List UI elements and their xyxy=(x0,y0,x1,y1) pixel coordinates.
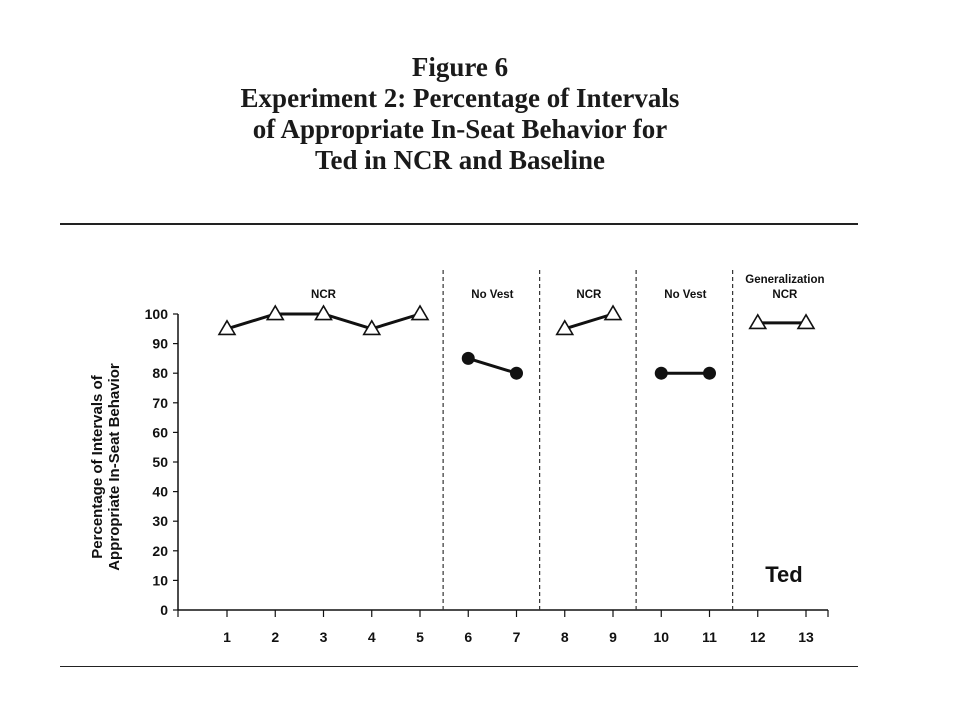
series-line xyxy=(467,356,517,375)
y-tick-label: 70 xyxy=(152,395,168,411)
y-tick-label: 40 xyxy=(152,484,168,500)
y-tick-label: 20 xyxy=(152,543,168,559)
phase-label: NCR xyxy=(576,289,602,301)
x-tick-label: 7 xyxy=(513,629,521,645)
data-point-circle xyxy=(703,366,716,380)
data-point-triangle xyxy=(217,319,237,336)
y-tick-label: 60 xyxy=(152,424,168,440)
figure-caption-line-1: Experiment 2: Percentage of Intervals xyxy=(240,83,680,113)
x-tick-label: 13 xyxy=(798,629,814,645)
top-rule xyxy=(60,223,858,225)
y-tick-label: 50 xyxy=(152,454,168,470)
y-tick-label: 90 xyxy=(152,336,168,352)
x-tick-label: 6 xyxy=(464,629,472,645)
figure-caption-line-3: Ted in NCR and Baseline xyxy=(314,145,606,175)
data-point-circle xyxy=(510,366,523,380)
phase-label: No Vest xyxy=(471,289,513,301)
x-tick-label: 12 xyxy=(750,629,766,645)
y-tick-label: 80 xyxy=(152,365,168,381)
y-tick-label: 100 xyxy=(145,306,169,322)
phase-label: NCR xyxy=(311,289,337,301)
data-point-circle xyxy=(461,351,475,365)
data-point-triangle xyxy=(265,304,285,321)
x-tick-label: 10 xyxy=(653,629,669,645)
figure-title: Figure 6 Experiment 2: Percentage of Int… xyxy=(60,52,860,176)
x-tick-label: 4 xyxy=(368,629,376,645)
x-tick-label: 2 xyxy=(271,629,279,645)
data-point-triangle xyxy=(603,304,623,321)
data-point-triangle xyxy=(555,319,575,336)
x-tick-label: 1 xyxy=(223,629,231,645)
data-point-triangle xyxy=(796,313,816,330)
figure-number: Figure 6 xyxy=(411,52,509,82)
figure-caption-line-2: of Appropriate In-Seat Behavior for xyxy=(252,114,668,144)
x-tick-label: 5 xyxy=(416,629,424,645)
data-point-triangle xyxy=(314,304,333,321)
x-tick-label: 9 xyxy=(609,629,617,645)
participant-label: Ted xyxy=(765,562,802,587)
y-axis-label: Percentage of Intervals ofAppropriate In… xyxy=(89,363,123,571)
phase-label: Generalization xyxy=(745,274,824,286)
series-line xyxy=(564,312,614,331)
y-tick-label: 30 xyxy=(152,513,168,529)
y-axis-label-line: Appropriate In-Seat Behavior xyxy=(106,363,123,571)
data-point-circle xyxy=(654,366,668,380)
y-tick-label: 10 xyxy=(152,572,168,588)
x-tick-label: 11 xyxy=(702,629,717,645)
y-axis-label-line: Percentage of Intervals of xyxy=(89,374,106,558)
y-tick-label: 0 xyxy=(160,602,168,618)
data-point-triangle xyxy=(362,319,382,336)
phase-label: NCR xyxy=(772,289,798,301)
x-tick-label: 3 xyxy=(320,629,328,645)
phase-label: No Vest xyxy=(664,289,706,301)
bottom-rule xyxy=(60,666,858,667)
data-point-triangle xyxy=(410,304,430,321)
data-point-triangle xyxy=(748,313,768,330)
x-tick-label: 8 xyxy=(561,629,569,645)
